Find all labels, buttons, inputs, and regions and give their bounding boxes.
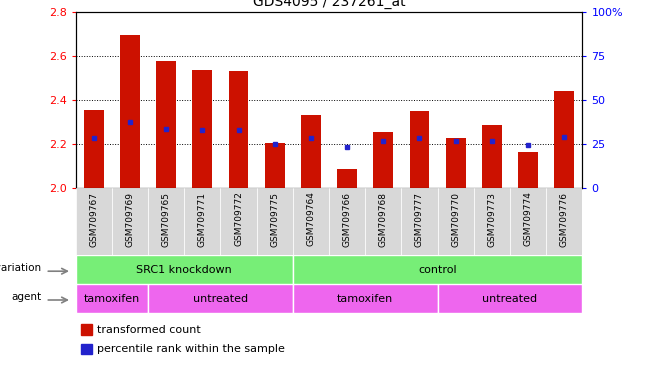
Bar <box>148 284 293 313</box>
Bar <box>293 284 438 313</box>
Text: GSM709767: GSM709767 <box>89 192 98 247</box>
Text: GSM709766: GSM709766 <box>343 192 351 247</box>
Text: GSM709773: GSM709773 <box>488 192 496 247</box>
Bar <box>365 188 401 255</box>
Text: GSM709776: GSM709776 <box>560 192 569 247</box>
Title: GDS4095 / 237261_at: GDS4095 / 237261_at <box>253 0 405 9</box>
Bar <box>301 115 321 188</box>
Bar <box>401 188 438 255</box>
Bar <box>81 324 92 335</box>
Bar <box>156 61 176 188</box>
Bar <box>554 91 574 188</box>
Bar <box>409 111 430 188</box>
Text: GSM709769: GSM709769 <box>126 192 134 247</box>
Bar <box>474 188 510 255</box>
Text: percentile rank within the sample: percentile rank within the sample <box>97 344 285 354</box>
Text: GSM709775: GSM709775 <box>270 192 279 247</box>
Bar <box>546 188 582 255</box>
Bar <box>148 188 184 255</box>
Text: GSM709765: GSM709765 <box>162 192 170 247</box>
Bar <box>257 188 293 255</box>
Bar <box>76 188 112 255</box>
Text: SRC1 knockdown: SRC1 knockdown <box>136 265 232 275</box>
Text: GSM709768: GSM709768 <box>379 192 388 247</box>
Text: control: control <box>418 265 457 275</box>
Bar <box>184 188 220 255</box>
Text: tamoxifen: tamoxifen <box>337 293 393 304</box>
Bar <box>293 255 582 284</box>
Bar <box>192 70 213 188</box>
Bar <box>76 284 148 313</box>
Bar <box>120 35 140 188</box>
Bar <box>76 255 293 284</box>
Bar <box>438 188 474 255</box>
Bar <box>220 188 257 255</box>
Text: GSM709772: GSM709772 <box>234 192 243 247</box>
Bar <box>329 188 365 255</box>
Bar <box>518 152 538 188</box>
Bar <box>293 188 329 255</box>
Bar <box>84 110 104 188</box>
Bar <box>510 188 546 255</box>
Text: transformed count: transformed count <box>97 325 201 335</box>
Bar <box>81 344 92 354</box>
Text: tamoxifen: tamoxifen <box>84 293 140 304</box>
Text: GSM709771: GSM709771 <box>198 192 207 247</box>
Text: GSM709777: GSM709777 <box>415 192 424 247</box>
Text: untreated: untreated <box>482 293 538 304</box>
Text: GSM709764: GSM709764 <box>307 192 315 247</box>
Bar <box>112 188 148 255</box>
Text: agent: agent <box>11 292 41 302</box>
Text: untreated: untreated <box>193 293 248 304</box>
Bar <box>438 284 582 313</box>
Text: GSM709770: GSM709770 <box>451 192 460 247</box>
Bar <box>265 143 285 188</box>
Bar <box>228 71 249 188</box>
Bar <box>337 169 357 188</box>
Bar <box>445 139 466 188</box>
Bar <box>482 125 502 188</box>
Text: GSM709774: GSM709774 <box>524 192 532 247</box>
Text: genotype/variation: genotype/variation <box>0 263 41 273</box>
Bar <box>373 132 393 188</box>
